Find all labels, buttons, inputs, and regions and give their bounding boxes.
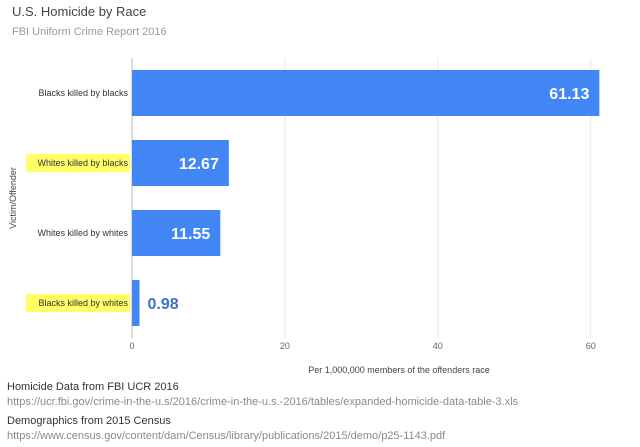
category-label: Blacks killed by blacks [38,88,128,98]
bar [132,210,221,256]
x-tick-label: 40 [433,341,443,351]
value-label: 11.55 [171,226,210,243]
category-label: Blacks killed by whites [38,298,128,308]
bar [132,280,140,326]
bar [132,70,600,116]
x-tick-label: 60 [586,341,596,351]
bar-chart: 0 20 40 60 Blacks killed by blacks 61.13 White… [8,58,600,375]
x-axis-title: Per 1,000,000 members of the offenders r… [308,365,489,375]
value-label: 12.67 [179,156,219,173]
value-label: 0.98 [147,296,178,313]
category-label: Whites killed by blacks [37,158,128,168]
category-highlight [26,154,130,172]
source2-url: https://www.census.gov/content/dam/Censu… [7,430,446,442]
source2-label: Demographics from 2015 Census [7,415,171,427]
bar [132,140,229,186]
source1-url: https://ucr.fbi.gov/crime-in-the-u.s/201… [7,396,519,408]
chart-title: U.S. Homicide by Race [12,4,147,19]
source1-label: Homicide Data from FBI UCR 2016 [7,381,179,393]
x-tick-label: 0 [129,341,134,351]
y-axis-title: Victim/Offender [8,167,18,229]
x-tick-label: 20 [280,341,290,351]
value-label: 61.13 [549,86,589,103]
category-highlight [26,294,130,312]
category-label: Whites killed by whites [37,228,128,238]
chart-subtitle: FBI Uniform Crime Report 2016 [12,26,167,38]
